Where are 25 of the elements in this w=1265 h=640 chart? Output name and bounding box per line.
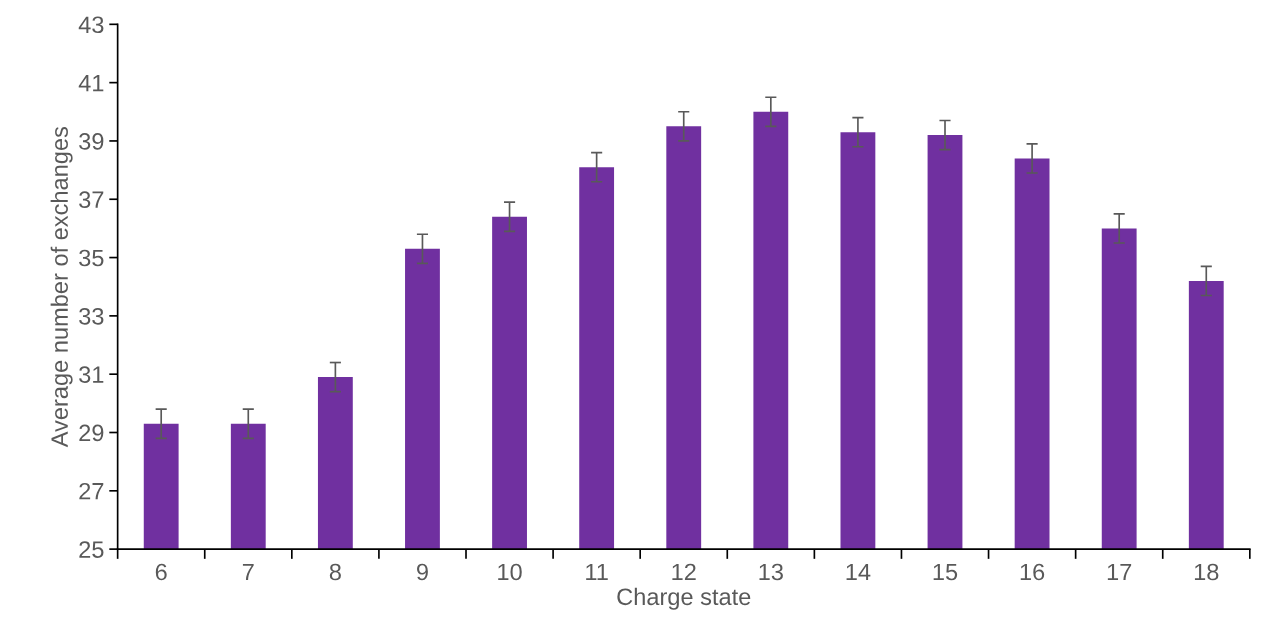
y-tick-label: 41 (78, 74, 104, 92)
y-tick-label: 35 (79, 249, 104, 267)
x-tick-label: 10 (498, 563, 522, 581)
x-tick-label: 17 (1107, 563, 1132, 581)
y-tick-label: 43 (78, 16, 104, 34)
y-tick-label: 33 (79, 307, 104, 325)
x-tick-label: 14 (846, 563, 871, 581)
x-tick-label: 16 (1020, 563, 1045, 581)
y-tick-label: 39 (79, 133, 104, 150)
x-axis-title: Charge state (617, 587, 751, 610)
x-tick-label: 7 (242, 563, 254, 581)
y-tick-label: 25 (79, 541, 104, 558)
x-tick-label: 12 (672, 563, 696, 581)
x-tick-label: 6 (155, 563, 167, 581)
x-tick-label: 18 (1194, 563, 1219, 581)
y-axis-title: Average number of exchanges (50, 126, 73, 448)
x-tick-label: 8 (329, 563, 341, 581)
x-tick-label: 11 (586, 563, 608, 581)
y-tick-label: 37 (79, 191, 104, 209)
x-tick-label: 15 (933, 563, 958, 581)
y-tick-label: 31 (79, 366, 104, 383)
y-tick-label: 27 (79, 482, 104, 500)
x-tick-label: 9 (417, 563, 428, 581)
y-tick-label: 29 (79, 424, 104, 442)
x-tick-label: 13 (759, 563, 783, 581)
